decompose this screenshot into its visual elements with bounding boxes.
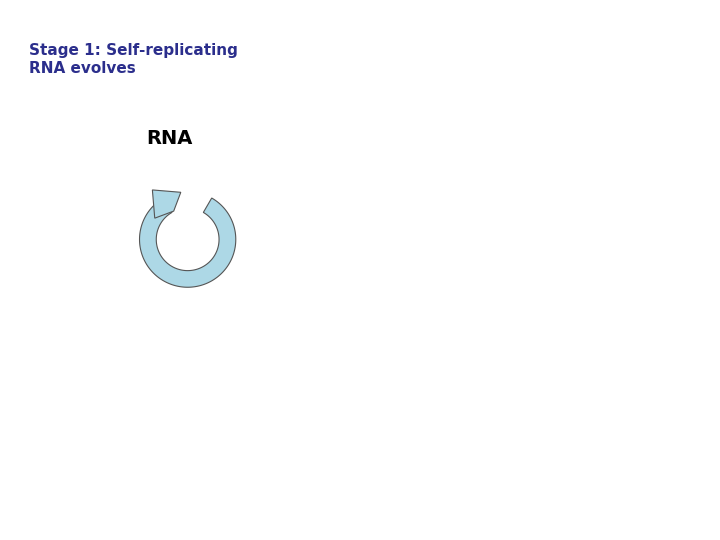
- Text: RNA: RNA: [146, 129, 192, 148]
- Polygon shape: [153, 190, 181, 218]
- Polygon shape: [140, 198, 235, 287]
- Text: Stage 1: Self-replicating
RNA evolves: Stage 1: Self-replicating RNA evolves: [29, 43, 238, 76]
